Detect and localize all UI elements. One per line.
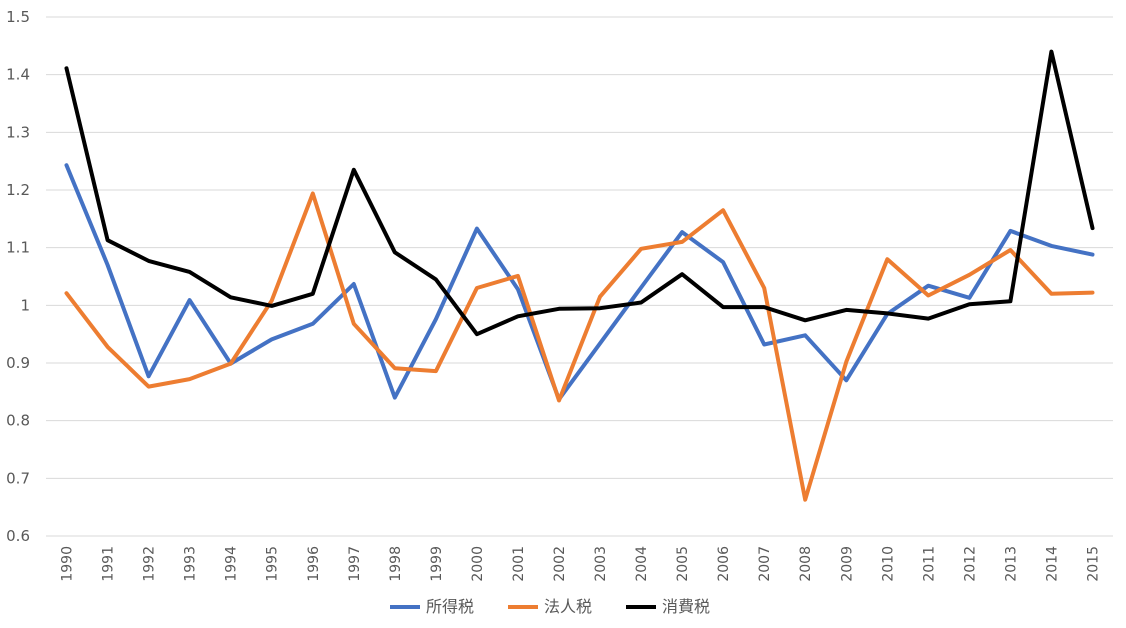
legend: 所得税 法人税 消費税 [390, 597, 710, 616]
x-tick-label: 2005 [675, 546, 691, 582]
legend-item-1: 所得税 [390, 597, 474, 616]
y-tick-label: 0.7 [6, 469, 30, 487]
series-line-1 [64, 163, 1095, 402]
legend-item-3: 消費税 [626, 597, 710, 616]
y-tick-label: 1.3 [6, 123, 30, 141]
x-tick-label: 2015 [1085, 546, 1101, 582]
x-tick-label: 2000 [470, 546, 486, 582]
legend-label: 消費税 [662, 597, 710, 616]
x-tick-label: 2004 [634, 546, 650, 582]
x-tick-label: 2011 [921, 546, 937, 582]
x-tick-label: 1994 [224, 546, 240, 582]
legend-label: 所得税 [426, 597, 474, 616]
y-tick-label: 0.9 [6, 354, 30, 372]
x-tick-label: 2001 [511, 546, 527, 582]
x-tick-label: 2006 [716, 546, 732, 582]
x-tick-label: 2012 [962, 546, 978, 582]
y-tick-label: 1.2 [6, 181, 30, 199]
legend-label: 法人税 [544, 597, 592, 616]
y-tick-label: 1.5 [6, 8, 30, 26]
x-tick-label: 2002 [552, 546, 568, 582]
x-tick-label: 2009 [839, 546, 855, 582]
series-line-3 [64, 49, 1095, 337]
y-tick-label: 0.6 [6, 527, 30, 545]
x-tick-label: 2008 [798, 546, 814, 582]
y-tick-label: 1 [20, 296, 30, 314]
series-lines [64, 49, 1095, 502]
x-tick-label: 1995 [265, 546, 281, 582]
x-tick-label: 1993 [183, 546, 199, 582]
x-tick-label: 2014 [1044, 546, 1060, 582]
x-axis-ticks: 1990 1991 1992 1993 1994 1995 1996 1997 1998 1999… [60, 546, 1102, 582]
y-axis-ticks: 0.6 0.7 0.8 0.9 1 1.1 1.2 1.3 1.4 1.5 [6, 8, 30, 545]
x-tick-label: 1999 [429, 546, 445, 582]
y-tick-label: 1.1 [6, 239, 30, 257]
x-tick-label: 2013 [1003, 546, 1019, 582]
x-tick-label: 1990 [60, 546, 76, 582]
x-tick-label: 1992 [142, 546, 158, 582]
x-tick-label: 1996 [306, 546, 322, 582]
x-tick-label: 1998 [388, 546, 404, 582]
series-line-2 [64, 191, 1095, 502]
grid-lines [46, 16, 1113, 537]
x-tick-label: 2010 [880, 546, 896, 582]
y-tick-label: 0.8 [6, 412, 30, 430]
legend-item-2: 法人税 [508, 597, 592, 616]
x-tick-label: 1991 [101, 546, 117, 582]
x-tick-label: 2003 [593, 546, 609, 582]
y-tick-label: 1.4 [6, 66, 30, 84]
x-tick-label: 2007 [757, 546, 773, 582]
x-tick-label: 1997 [347, 546, 363, 582]
